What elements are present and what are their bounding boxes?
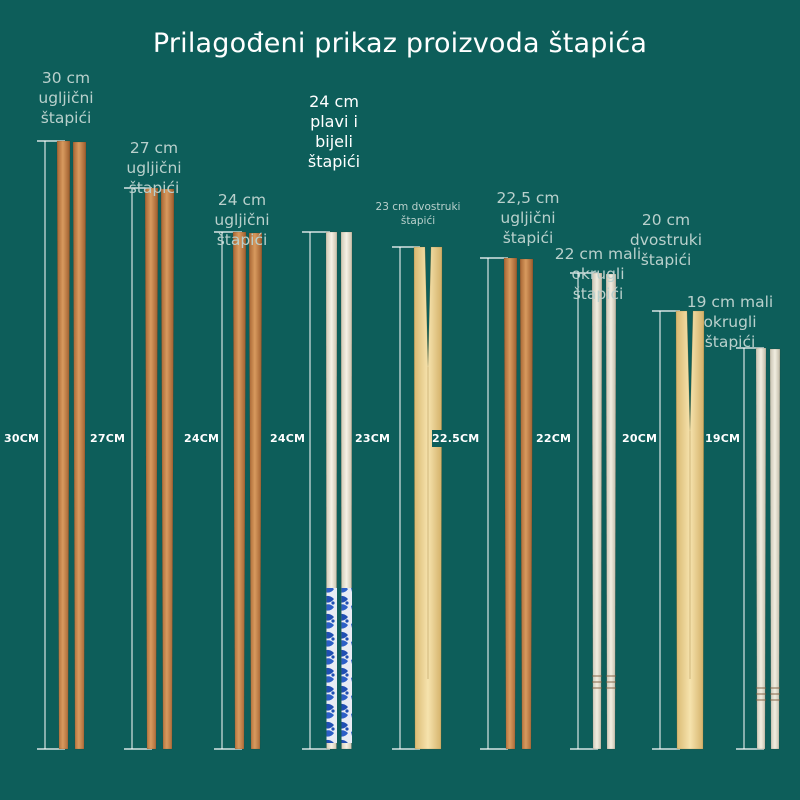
dimension-label: 24CM (270, 430, 306, 447)
blue-pattern (326, 588, 337, 743)
product-label: 22,5 cm ugljični štapići (496, 189, 560, 247)
product-label: 24 cm ugljični štapići (214, 191, 270, 249)
dimension-label: 22.5CM (432, 430, 480, 447)
dimension-label: 24CM (184, 430, 220, 447)
carbon-chopstick (232, 231, 247, 750)
carbon-chopstick (56, 140, 71, 750)
round-chopstick (769, 348, 781, 750)
carbon-chopstick (144, 187, 159, 750)
round-chopstick (591, 272, 603, 750)
carbon-chopstick (248, 232, 263, 750)
dimension-label: 27CM (90, 430, 126, 447)
product-label: 22 cm mali okrugli štapići (554, 245, 642, 303)
round-chopstick (605, 273, 617, 750)
dimension-label: 20CM (622, 430, 658, 447)
dimension-label: 30CM (4, 430, 40, 447)
product-label: 23 cm dvostruki štapići (375, 201, 461, 227)
carbon-chopstick (160, 188, 175, 750)
product-label: 30 cm ugljični štapići (38, 69, 94, 127)
carbon-chopstick (519, 258, 534, 750)
blue-pattern (341, 588, 352, 743)
dimension-label: 23CM (355, 430, 391, 447)
dimension-label: 22CM (536, 430, 572, 447)
round-chopstick (755, 347, 767, 750)
product-label: 19 cm mali okrugli štapići (686, 293, 774, 351)
page-title: Prilagođeni prikaz proizvoda štapića (152, 28, 648, 59)
product-label: 24 cm plavi i bijeli štapići (307, 92, 361, 171)
dimension-label: 19CM (705, 430, 741, 447)
product-label: 20 cm dvostruki štapići (629, 211, 703, 269)
product-label: 27 cm ugljični štapići (126, 139, 182, 197)
carbon-chopstick (503, 257, 518, 750)
carbon-chopstick (72, 141, 87, 750)
